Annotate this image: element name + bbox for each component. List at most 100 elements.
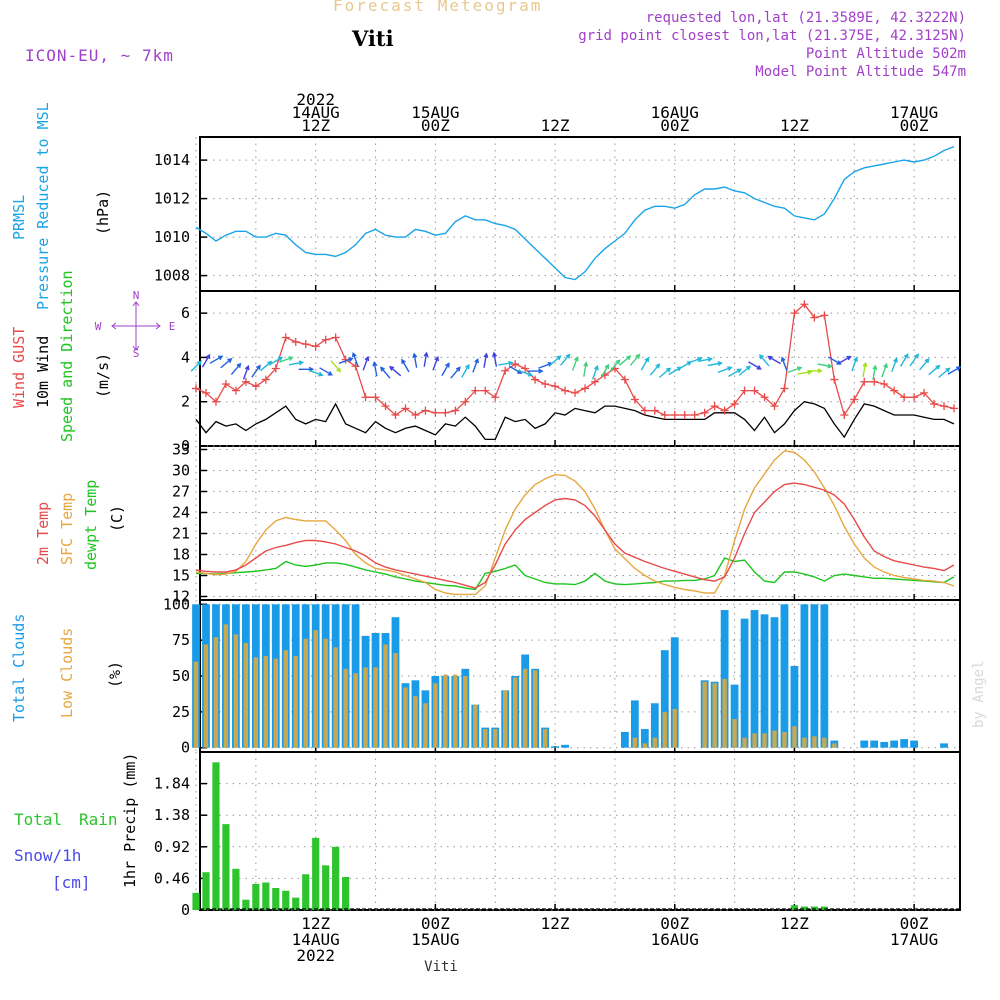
low-cloud-bar bbox=[473, 704, 478, 748]
wind-arrow bbox=[658, 367, 672, 378]
gust-point bbox=[511, 360, 520, 369]
wind-arrow bbox=[851, 356, 858, 372]
wind-arrow bbox=[492, 351, 498, 367]
prmsl-units: (hPa) bbox=[94, 190, 112, 235]
prmsl-label-2: Pressure Reduced to MSL bbox=[34, 102, 52, 310]
low-cloud-bar bbox=[253, 657, 259, 748]
wind-arrow bbox=[190, 360, 203, 372]
wind-arrow bbox=[528, 368, 544, 374]
low-cloud-bar bbox=[403, 687, 408, 748]
low-cloud-bar bbox=[383, 644, 388, 748]
snow-label: Snow/1h bbox=[14, 846, 81, 865]
wind-arrow bbox=[780, 356, 788, 372]
gust-point bbox=[760, 393, 769, 402]
gust-point bbox=[271, 364, 280, 373]
low-cloud-bar bbox=[193, 661, 199, 748]
compass-n: N bbox=[133, 289, 140, 302]
gust-point bbox=[391, 411, 400, 419]
wind-arrow bbox=[380, 366, 391, 379]
gust-point bbox=[720, 406, 729, 415]
wind-arrow bbox=[330, 360, 342, 373]
y-tick-label: 6 bbox=[181, 304, 190, 322]
total-cloud-bar bbox=[780, 604, 789, 748]
gust-point bbox=[630, 395, 639, 404]
time-label-bottom: 00Z bbox=[660, 914, 689, 933]
gust-point bbox=[670, 411, 679, 419]
low-cloud-bar bbox=[223, 624, 229, 748]
total-cloud-bar bbox=[870, 740, 879, 748]
low-cloud-bar bbox=[822, 737, 827, 748]
wind-arrow bbox=[571, 356, 579, 371]
total-cloud-bar bbox=[790, 665, 799, 748]
low-cloud-bar bbox=[283, 650, 288, 748]
panel-frame-pressure bbox=[199, 136, 961, 292]
low-cloud-bar bbox=[702, 681, 707, 748]
time-label-bottom: 12Z bbox=[780, 914, 809, 933]
low-cloud-bar bbox=[273, 658, 278, 748]
y-tick-label: 25 bbox=[172, 703, 190, 721]
total-cloud-bar bbox=[880, 741, 889, 748]
low-cloud-bar bbox=[732, 719, 737, 748]
wind-arrow bbox=[372, 361, 378, 377]
gust-point bbox=[890, 386, 899, 395]
gust-point bbox=[710, 402, 719, 411]
wind-arrow bbox=[717, 366, 733, 373]
time-label-bottom: 17AUG bbox=[890, 930, 938, 949]
y-tick-label: 33 bbox=[172, 441, 190, 459]
low-cloud-bar bbox=[323, 638, 328, 748]
total-cloud-bar bbox=[940, 743, 948, 748]
gust-point bbox=[521, 364, 530, 373]
total-rain-label: Total bbox=[14, 810, 62, 829]
total-cloud-bar bbox=[630, 700, 639, 748]
y-axis-clouds: 0 25 50 75 100 bbox=[163, 595, 960, 757]
time-label-bottom: 12Z bbox=[541, 914, 570, 933]
wind-arrow bbox=[559, 353, 571, 366]
total-cloud-bar bbox=[670, 637, 679, 748]
gust-point bbox=[860, 377, 869, 386]
y-tick-label: 12 bbox=[172, 588, 190, 606]
gust-point bbox=[461, 397, 470, 406]
dewpt-series-line bbox=[196, 557, 955, 591]
wind-arrow bbox=[412, 352, 418, 368]
y-tick-label: 0 bbox=[181, 901, 190, 919]
time-label-bottom: 14AUG bbox=[292, 930, 340, 949]
wind-arrow bbox=[498, 360, 514, 366]
time-label-top: 16AUG bbox=[651, 103, 699, 122]
y-axis-wind: 0 2 4 6 bbox=[181, 304, 960, 455]
wind-arrow bbox=[483, 352, 489, 368]
low-cloud-bar bbox=[772, 730, 777, 748]
wind-arrow bbox=[432, 355, 440, 371]
wind-arrow bbox=[748, 361, 762, 370]
rain-bar bbox=[302, 874, 310, 910]
gust-point bbox=[780, 384, 789, 393]
rain-bar bbox=[232, 868, 240, 910]
time-label-top: 14AUG bbox=[292, 103, 340, 122]
total-cloud-bar bbox=[730, 684, 739, 748]
gust-point bbox=[451, 406, 460, 415]
gust-point bbox=[690, 411, 699, 419]
y-axis-pressure: 1008 1010 1012 1014 bbox=[154, 151, 960, 285]
gust-point bbox=[640, 406, 649, 415]
gust-point bbox=[281, 333, 290, 342]
gust-point bbox=[650, 406, 659, 415]
gust-point bbox=[311, 342, 320, 351]
gust-point bbox=[411, 411, 420, 419]
low-cloud-bar bbox=[483, 729, 488, 748]
low-cloud-bar bbox=[213, 637, 219, 748]
total-cloud-bar bbox=[810, 604, 819, 748]
gust-point bbox=[880, 380, 889, 388]
low-cloud-bar bbox=[453, 674, 458, 748]
wind-arrow bbox=[909, 353, 919, 367]
wind-arrow bbox=[538, 362, 554, 369]
gust-point bbox=[920, 388, 929, 397]
gust-point bbox=[251, 382, 260, 391]
panel-frame-wind bbox=[199, 290, 961, 447]
gust-point bbox=[900, 393, 909, 402]
gust-point bbox=[471, 386, 480, 395]
low-cloud-bar bbox=[742, 737, 747, 748]
temp-units: (C) bbox=[108, 505, 126, 532]
rain-bar bbox=[790, 905, 799, 910]
wind-arrow bbox=[787, 366, 803, 374]
total-cloud-bar bbox=[900, 739, 909, 748]
low-cloud-bar bbox=[632, 737, 638, 748]
